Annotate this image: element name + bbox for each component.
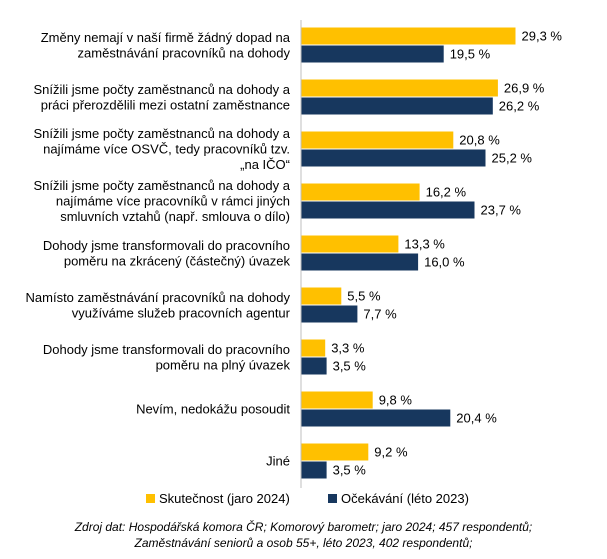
bar-expected (301, 305, 358, 323)
bar-actual (301, 79, 498, 97)
category-label-line: Nevím, nedokážu posoudit (136, 402, 290, 417)
bar-actual (301, 443, 369, 461)
bar-expected (301, 97, 493, 115)
category-label-line: „na IČO“ (240, 157, 290, 172)
legend-swatch (146, 494, 155, 503)
category-label-line: poměru na zkrácený (částečný) úvazek (64, 253, 291, 268)
bar-actual (301, 27, 516, 45)
data-label-actual: 5,5 % (347, 289, 381, 304)
category-label-line: využíváme služeb pracovních agentur (72, 305, 291, 320)
category-label-line: Snížili jsme počty zaměstnanců na dohody… (33, 82, 290, 97)
category-label-line: Dohody jsme transformovali do pracovního (43, 238, 290, 253)
data-label-actual: 3,3 % (331, 341, 365, 356)
data-label-actual: 16,2 % (426, 185, 467, 200)
bar-expected (301, 253, 419, 271)
data-label-expected: 3,5 % (333, 359, 367, 374)
data-label-expected: 20,4 % (456, 411, 497, 426)
footnote-line-1: Zdroj dat: Hospodářská komora ČR; Komoro… (74, 520, 533, 534)
category-label: Snížili jsme počty zaměstnanců na dohody… (33, 126, 290, 172)
category-label-line: Snížili jsme počty zaměstnanců na dohody… (33, 178, 290, 193)
data-label-actual: 9,8 % (379, 393, 413, 408)
data-label-actual: 26,9 % (504, 81, 545, 96)
category-label-line: Dohody jsme transformovali do pracovního (43, 342, 290, 357)
category-label: Dohody jsme transformovali do pracovního… (43, 238, 291, 268)
footnote-line-2: Zaměstnávání seniorů a osob 55+, léto 20… (134, 536, 473, 550)
bar-expected (301, 357, 327, 375)
bar-actual (301, 183, 420, 201)
bar-actual (301, 235, 399, 253)
bar-expected (301, 461, 327, 479)
data-label-expected: 19,5 % (450, 47, 491, 62)
bar-expected (301, 45, 444, 63)
bar-expected (301, 149, 486, 167)
bar-chart-svg: Změny nemají v naší firmě žádný dopad na… (26, 20, 563, 506)
category-label-line: Změny nemají v naší firmě žádný dopad na (41, 30, 291, 45)
bar-actual (301, 339, 326, 357)
category-label-line: práci přerozdělili mezi ostatní zaměstna… (41, 97, 290, 112)
category-label-line: najímáme více OSVČ, tedy pracovníků tzv. (43, 142, 290, 157)
data-label-actual: 13,3 % (404, 237, 445, 252)
category-label: Snížili jsme počty zaměstnanců na dohody… (33, 178, 290, 224)
category-label: Jiné (266, 454, 290, 469)
category-label: Namísto zaměstnávání pracovníků na dohod… (26, 290, 291, 321)
data-label-expected: 25,2 % (492, 151, 533, 166)
category-label-line: zaměstnávání pracovníků na dohody (78, 45, 291, 60)
bar-actual (301, 287, 342, 305)
data-label-expected: 23,7 % (481, 203, 522, 218)
bar-actual (301, 391, 373, 409)
category-label-line: Jiné (266, 454, 290, 469)
data-label-expected: 16,0 % (424, 255, 465, 270)
category-label: Dohody jsme transformovali do pracovního… (43, 342, 291, 373)
data-label-expected: 3,5 % (333, 463, 367, 478)
bar-actual (301, 131, 454, 149)
category-label: Snížili jsme počty zaměstnanců na dohody… (33, 82, 290, 113)
legend-label: Očekávání (léto 2023) (341, 491, 469, 506)
category-label: Změny nemají v naší firmě žádný dopad na… (41, 30, 291, 61)
legend-swatch (328, 494, 337, 503)
legend-label: Skutečnost (jaro 2024) (159, 491, 290, 506)
category-label-line: Snížili jsme počty zaměstnanců na dohody… (33, 126, 290, 141)
category-label-line: smluvních vztahů (např. smlouva o dílo) (60, 209, 290, 224)
bar-expected (301, 201, 475, 219)
data-label-actual: 9,2 % (374, 445, 408, 460)
category-label-line: poměru na plný úvazek (156, 357, 291, 372)
data-label-expected: 26,2 % (499, 99, 540, 114)
category-label-line: Namísto zaměstnávání pracovníků na dohod… (26, 290, 291, 305)
data-label-actual: 20,8 % (459, 133, 500, 148)
bar-expected (301, 409, 451, 427)
source-footnote: Zdroj dat: Hospodářská komora ČR; Komoro… (0, 519, 607, 551)
category-label-line: najímáme více pracovníků v rámci jiných (56, 194, 290, 209)
category-label: Nevím, nedokážu posoudit (136, 402, 290, 417)
data-label-expected: 7,7 % (363, 307, 397, 322)
data-label-actual: 29,3 % (522, 29, 563, 44)
